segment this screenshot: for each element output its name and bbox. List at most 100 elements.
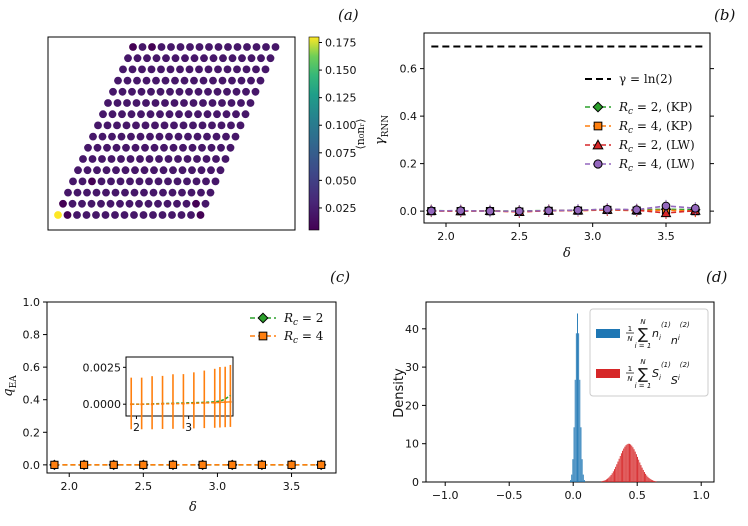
lattice-site [128, 65, 137, 74]
lattice-site [193, 132, 202, 141]
legend-frac-den: N [627, 335, 633, 343]
lattice-site [78, 177, 87, 186]
panel-c: (c) 2.0 2.5 3.0 3.5 0.0 0.2 0.4 0.6 0.8 1.0 δ qEA… [1, 268, 350, 515]
y-tick-label: 0.2 [23, 426, 41, 439]
data-point [139, 460, 148, 469]
lattice-site [213, 87, 222, 96]
lattice-site [141, 143, 149, 152]
colorbar-tick-label: 0.025 [325, 202, 357, 215]
lattice-site [154, 199, 162, 208]
lattice-site [192, 177, 201, 186]
lattice-site [214, 65, 222, 74]
lattice-site [199, 99, 207, 107]
lattice-site [88, 155, 97, 163]
plot-b-ticks: 2.0 2.5 3.0 3.5 0.0 0.2 0.4 0.6 [400, 63, 714, 243]
svg-text:qEA: qEA [1, 375, 19, 397]
lattice-site [247, 76, 255, 85]
lattice-site [132, 121, 140, 130]
lattice-site [206, 188, 215, 197]
lattice-site [195, 43, 204, 51]
lattice-site [187, 188, 196, 197]
lattice-site [143, 54, 151, 63]
legend-sum-top: N [640, 318, 646, 326]
lattice-site [141, 121, 150, 130]
legend-label: Rc = 2 [283, 311, 323, 328]
lattice-site [185, 87, 193, 96]
lattice-site [247, 54, 256, 63]
legend-marker [592, 139, 604, 150]
lattice-site [242, 65, 251, 74]
lattice-site [180, 76, 189, 85]
plot-c-series [49, 459, 327, 471]
data-point [427, 206, 436, 216]
lattice-site [108, 132, 116, 141]
lattice-site [146, 110, 155, 119]
lattice-site [187, 211, 195, 219]
histogram-bar [604, 480, 606, 482]
lattice-site [120, 211, 129, 219]
histogram-bar [608, 477, 610, 482]
lattice-site [204, 65, 213, 74]
lattice-site [262, 43, 270, 51]
legend-marker [258, 331, 268, 341]
histogram-bar [641, 467, 643, 482]
lattice-site [114, 76, 122, 85]
x-tick-label: −0.5 [496, 489, 523, 502]
lattice-site [176, 65, 184, 74]
lattice-site [135, 177, 144, 186]
lattice-site [236, 121, 245, 130]
lattice-site [106, 199, 115, 208]
histogram-bar [603, 480, 605, 482]
lattice-site [227, 121, 235, 130]
plot-b-legend: γ = ln(2) Rc = 2, (KP) Rc = 4, (KP) Rc = 2,… [585, 72, 695, 174]
histogram-bar [629, 443, 630, 482]
histogram-bar [643, 472, 645, 482]
lattice-site [126, 177, 134, 186]
legend-swatch [596, 329, 620, 338]
colorbar-ticks: 0.175 0.150 0.125 0.100 0.075 0.050 0.025 [319, 37, 357, 215]
lattice-site [161, 99, 169, 107]
lattice-site [205, 43, 213, 51]
histogram-bar [575, 333, 577, 482]
lattice-site [151, 121, 159, 130]
histogram-bar [631, 445, 633, 482]
plot-c-frame [46, 301, 337, 474]
legend-frac-den: N [627, 375, 633, 383]
lattice-site [102, 188, 110, 197]
histogram-bar [632, 447, 634, 482]
data-point [198, 460, 207, 469]
lattice-site [209, 76, 217, 85]
lattice-site [116, 177, 125, 186]
lattice-site [156, 87, 165, 96]
lattice-site [108, 110, 117, 119]
lattice-site [159, 188, 167, 197]
lattice-site [209, 54, 218, 63]
data-point [456, 206, 465, 215]
legend-sum-top: N [640, 358, 646, 366]
panel-d-label: (d) [706, 268, 727, 286]
lattice-site [252, 65, 260, 74]
lattice-site [101, 211, 110, 219]
lattice-site [127, 110, 136, 119]
lattice-site [167, 43, 175, 51]
lattice-site [93, 166, 101, 175]
data-point [660, 207, 672, 218]
histogram-bar [602, 480, 604, 482]
histogram-bar [649, 478, 651, 482]
x-tick-label: 0.5 [628, 489, 646, 502]
histogram-bar [616, 464, 618, 482]
lattice-site [129, 43, 137, 51]
lattice-site [207, 166, 215, 175]
legend-label: Rc = 4, (KP) [618, 119, 692, 136]
lattice-site [103, 121, 112, 130]
lattice-site [166, 65, 175, 74]
lattice-site [97, 199, 105, 208]
lattice-site [128, 87, 136, 96]
lattice-site [149, 211, 157, 219]
lattice-site [251, 87, 260, 96]
lattice-site [198, 143, 206, 152]
lattice-site [92, 188, 101, 197]
lattice-site [131, 166, 139, 175]
lattice-site [223, 87, 231, 96]
